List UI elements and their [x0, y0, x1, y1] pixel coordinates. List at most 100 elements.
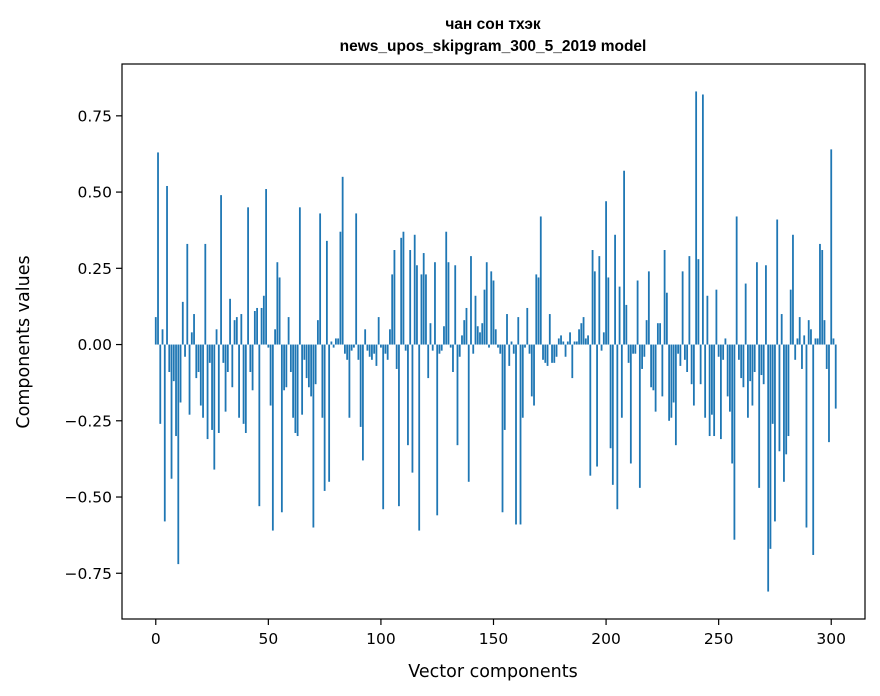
- bar: [711, 344, 713, 415]
- bar: [456, 344, 459, 446]
- bar: [494, 329, 497, 345]
- bar: [614, 234, 616, 345]
- bar: [380, 344, 382, 348]
- y-tick-label: 0.75: [77, 107, 112, 125]
- bar: [670, 344, 673, 418]
- bar: [749, 344, 752, 382]
- bar: [805, 344, 808, 528]
- bar: [181, 301, 184, 345]
- bar: [407, 344, 409, 446]
- bar: [672, 344, 675, 403]
- bar: [373, 344, 376, 354]
- bar: [742, 344, 745, 388]
- bar: [461, 335, 463, 345]
- bar: [569, 332, 571, 345]
- bar: [166, 185, 168, 345]
- bar: [492, 280, 495, 345]
- bar: [389, 329, 391, 345]
- bar: [355, 213, 358, 345]
- bar: [825, 344, 828, 369]
- bar: [323, 344, 326, 491]
- bar: [292, 344, 295, 418]
- bar: [377, 317, 380, 345]
- bar: [197, 344, 200, 372]
- bar: [312, 344, 315, 528]
- bar: [717, 344, 720, 357]
- bar: [371, 344, 373, 360]
- bar: [404, 344, 407, 351]
- bar: [294, 344, 297, 433]
- bar: [816, 338, 819, 345]
- bar: [253, 311, 256, 345]
- bar: [154, 317, 157, 345]
- bar: [463, 320, 466, 345]
- bar: [325, 240, 328, 345]
- bar: [316, 320, 319, 345]
- bar: [440, 344, 443, 351]
- x-tick-label: 100: [366, 630, 396, 648]
- bar: [780, 314, 783, 345]
- x-tick-label: 250: [704, 630, 734, 648]
- bar: [422, 253, 425, 345]
- bar: [762, 344, 765, 385]
- bar: [418, 344, 421, 531]
- bar: [188, 344, 191, 415]
- bar: [400, 237, 403, 345]
- bar: [515, 344, 517, 525]
- y-tick-label: 0.25: [77, 260, 112, 278]
- bar: [346, 344, 349, 360]
- bar: [674, 344, 677, 446]
- bar: [789, 289, 792, 345]
- bar: [382, 344, 385, 510]
- bar: [681, 271, 684, 345]
- x-tick-label: 50: [258, 630, 278, 648]
- bar: [641, 344, 643, 369]
- bar: [262, 295, 265, 345]
- bar: [454, 265, 457, 345]
- bar: [364, 329, 367, 345]
- bar: [341, 176, 344, 345]
- bar: [560, 335, 562, 345]
- bar: [425, 274, 427, 345]
- bar: [690, 344, 693, 385]
- bar: [202, 344, 204, 418]
- bar: [208, 344, 211, 363]
- bar: [634, 344, 637, 354]
- bar: [776, 219, 779, 345]
- bar: [251, 344, 254, 391]
- bar: [170, 344, 173, 479]
- bar: [416, 265, 418, 345]
- bar: [163, 344, 166, 522]
- bar: [760, 344, 763, 376]
- bar: [683, 344, 686, 360]
- bar: [665, 292, 668, 345]
- bar: [607, 277, 610, 345]
- bar: [485, 262, 488, 345]
- bar: [555, 344, 558, 357]
- x-tick-label: 150: [479, 630, 509, 648]
- bar: [636, 280, 639, 345]
- bar: [260, 307, 263, 345]
- bar: [285, 344, 288, 388]
- bar: [195, 344, 198, 379]
- bar: [402, 231, 405, 345]
- bar: [546, 344, 549, 366]
- bar: [508, 344, 511, 366]
- bar: [479, 332, 481, 345]
- bar: [303, 344, 306, 360]
- bar: [611, 344, 614, 485]
- bar: [620, 344, 623, 418]
- bar: [467, 344, 470, 482]
- bar: [213, 344, 216, 470]
- bar: [593, 271, 596, 345]
- bar: [438, 344, 441, 354]
- bar: [217, 344, 220, 433]
- bar: [783, 344, 785, 482]
- bar: [629, 344, 632, 464]
- y-axis-label: Components values: [14, 255, 34, 428]
- bar: [271, 344, 274, 531]
- bar: [537, 277, 540, 345]
- bar: [481, 323, 484, 345]
- chart-subtitle: news_upos_skipgram_300_5_2019 model: [340, 38, 647, 55]
